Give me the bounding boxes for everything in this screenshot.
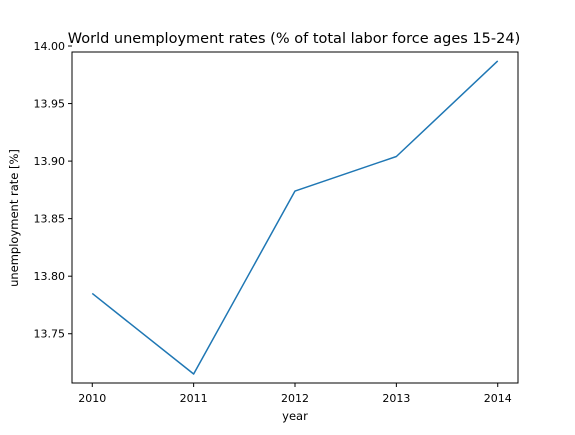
y-axis-label: unemployment rate [%] [7, 149, 21, 287]
y-tick-label: 13.90 [34, 155, 66, 168]
series-layer [91, 60, 499, 375]
x-tick-label: 2013 [382, 392, 410, 405]
plot-frame [71, 51, 519, 384]
chart-title: World unemployment rates (% of total lab… [68, 31, 520, 47]
y-tick-label: 13.80 [34, 270, 66, 283]
plot-area: 2010 2011 2012 2013 2014 13.75 13.80 13.85 13.9… [34, 40, 519, 405]
x-tick-label: 2012 [281, 392, 309, 405]
y-axis-ticks: 13.75 13.80 13.85 13.90 13.95 14.00 [34, 40, 72, 341]
y-tick-label: 13.75 [34, 328, 66, 341]
x-tick-label: 2011 [180, 392, 208, 405]
x-axis-label: year [282, 409, 308, 423]
x-tick-label: 2010 [78, 392, 106, 405]
series-line [91, 60, 499, 375]
y-tick-label: 13.85 [34, 213, 66, 226]
x-axis-ticks: 2010 2011 2012 2013 2014 [78, 383, 512, 405]
x-tick-label: 2014 [484, 392, 512, 405]
y-tick-label: 14.00 [34, 40, 66, 53]
y-tick-label: 13.95 [34, 98, 66, 111]
